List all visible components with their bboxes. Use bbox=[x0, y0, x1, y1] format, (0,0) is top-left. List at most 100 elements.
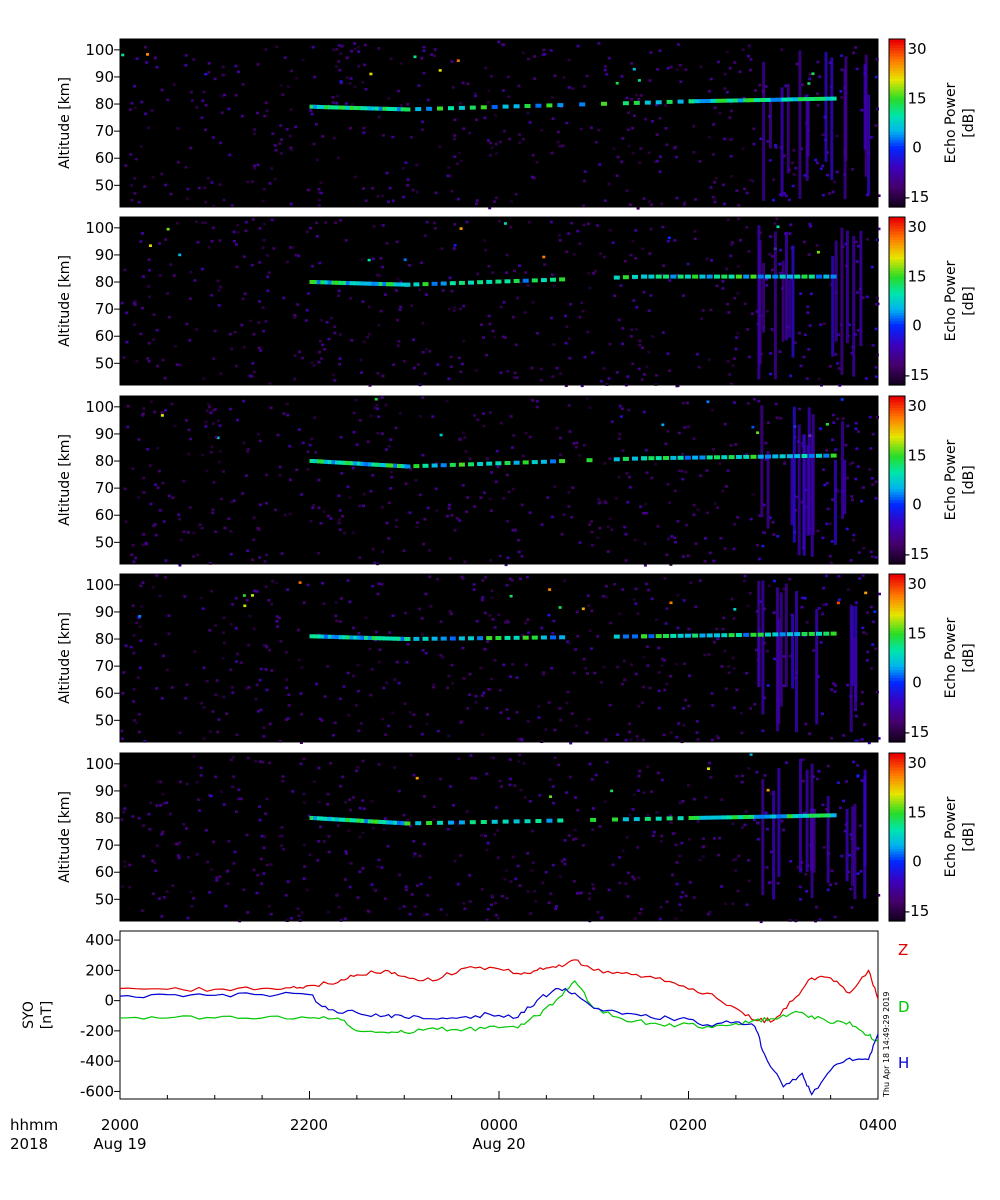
echo-cell bbox=[487, 265, 491, 268]
echo-cell bbox=[159, 780, 163, 784]
echo-cell bbox=[387, 724, 391, 728]
echo-cell bbox=[371, 584, 375, 588]
echo-cell bbox=[768, 235, 772, 238]
echo-cell bbox=[542, 48, 546, 52]
colorbar-tick-label: 15 bbox=[907, 267, 926, 285]
echo-layer-cell bbox=[706, 633, 713, 638]
echo-cell bbox=[563, 839, 567, 842]
echo-cell bbox=[282, 296, 286, 300]
echo-streak bbox=[845, 808, 849, 882]
echo-cell bbox=[510, 579, 514, 582]
echo-cell bbox=[692, 896, 696, 899]
echo-cell bbox=[206, 860, 210, 864]
echo-cell bbox=[547, 701, 551, 704]
colorbar-tick-label: 0 bbox=[912, 674, 922, 692]
echo-cell bbox=[448, 503, 451, 507]
echo-cell bbox=[749, 707, 753, 710]
echo-cell bbox=[208, 730, 212, 733]
echo-cell bbox=[735, 775, 739, 778]
echo-cell bbox=[526, 890, 530, 893]
echo-cell bbox=[185, 782, 189, 786]
echo-layer-cell bbox=[468, 280, 474, 285]
echo-cell bbox=[322, 602, 326, 606]
echo-cell bbox=[653, 160, 657, 163]
echo-layer-cell bbox=[559, 277, 566, 282]
echo-cell bbox=[578, 541, 582, 544]
echo-cell bbox=[227, 840, 231, 843]
echo-cell bbox=[425, 913, 429, 916]
echo-cell bbox=[253, 128, 257, 131]
echo-cell bbox=[220, 95, 224, 98]
echo-layer-cell bbox=[389, 636, 396, 641]
echo-cell bbox=[232, 230, 236, 234]
echo-cell bbox=[515, 376, 519, 379]
echo-cell bbox=[788, 654, 792, 658]
echo-cell bbox=[190, 99, 194, 102]
echo-cell bbox=[387, 200, 390, 204]
echo-cell bbox=[821, 712, 824, 716]
echo-cell bbox=[816, 104, 820, 107]
echo-layer-cell bbox=[830, 453, 837, 458]
echo-cell bbox=[650, 790, 654, 793]
echo-cell bbox=[856, 329, 860, 332]
echo-cell bbox=[142, 476, 146, 480]
echo-cell bbox=[575, 441, 579, 445]
echo-cell bbox=[418, 493, 422, 497]
colorbar-label: Echo Power bbox=[943, 439, 959, 520]
echo-cell bbox=[486, 841, 490, 845]
echo-cell bbox=[333, 325, 337, 328]
echo-cell bbox=[246, 911, 250, 914]
echo-layer-cell bbox=[710, 815, 717, 820]
echo-cell bbox=[351, 466, 355, 470]
echo-cell bbox=[208, 629, 212, 632]
echo-cell bbox=[398, 907, 402, 910]
echo-cell bbox=[875, 691, 879, 694]
echo-cell bbox=[254, 760, 258, 763]
echo-cell bbox=[177, 513, 181, 516]
echo-cell bbox=[606, 550, 610, 553]
echo-layer-cell bbox=[349, 818, 356, 823]
echo-cell bbox=[678, 64, 682, 67]
echo-cell bbox=[160, 915, 164, 918]
series-line-H bbox=[119, 987, 879, 1096]
echo-layer-cell bbox=[342, 635, 349, 640]
echo-cell bbox=[331, 96, 335, 99]
echo-cell bbox=[474, 369, 478, 372]
echo-streak bbox=[830, 57, 834, 180]
echo-layer-cell bbox=[779, 454, 786, 459]
echo-cell bbox=[800, 596, 804, 600]
echo-layer-cell bbox=[633, 817, 640, 822]
echo-cell bbox=[396, 344, 400, 347]
echo-cell bbox=[657, 671, 661, 674]
echo-cell bbox=[617, 318, 621, 322]
echo-cell bbox=[850, 906, 854, 909]
echo-cell bbox=[283, 56, 287, 59]
echo-layer-cell bbox=[757, 632, 764, 637]
echo-cell bbox=[392, 363, 396, 367]
echo-cell bbox=[152, 338, 156, 341]
echo-cell bbox=[356, 45, 360, 49]
echo-cell bbox=[682, 294, 685, 297]
echo-layer-cell bbox=[389, 107, 396, 111]
echo-layer-cell bbox=[792, 814, 799, 819]
echo-cell bbox=[735, 189, 739, 192]
echo-cell bbox=[348, 798, 352, 801]
echo-cell bbox=[459, 159, 463, 163]
echo-streak bbox=[826, 795, 830, 883]
echo-cell bbox=[148, 295, 151, 299]
echo-cell bbox=[459, 227, 463, 230]
echo-cell bbox=[575, 610, 579, 614]
echo-cell bbox=[406, 184, 410, 187]
echo-streak bbox=[761, 580, 765, 715]
echo-layer-cell bbox=[786, 632, 793, 637]
echo-cell bbox=[481, 694, 484, 697]
echo-layer-cell bbox=[495, 279, 502, 284]
echo-cell bbox=[405, 661, 409, 664]
echo-cell bbox=[851, 168, 854, 171]
echo-layer-cell bbox=[714, 274, 720, 279]
echo-layer-cell bbox=[389, 820, 396, 825]
echo-cell bbox=[743, 574, 747, 578]
echo-cell bbox=[326, 803, 330, 806]
echo-cell bbox=[630, 663, 633, 666]
echo-cell bbox=[828, 61, 832, 64]
